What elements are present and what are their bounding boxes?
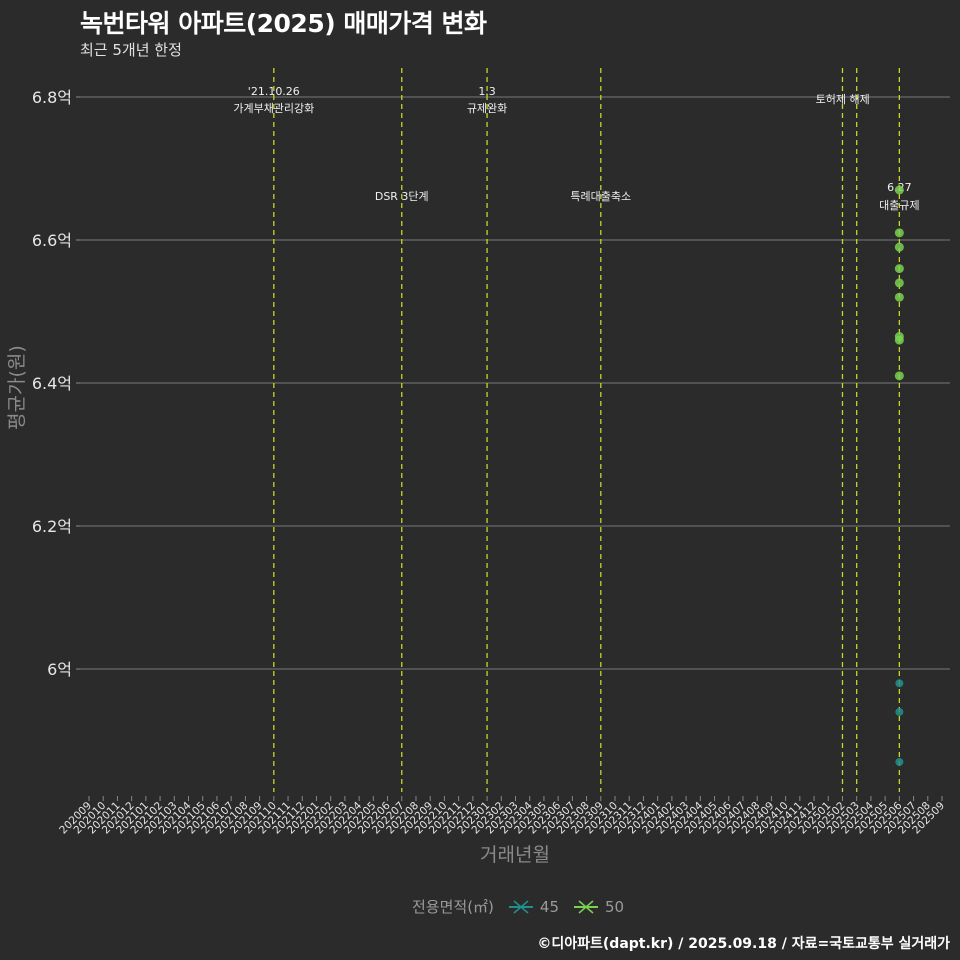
y-tick-label: 6.8억 xyxy=(32,88,72,107)
y-tick-label: 6억 xyxy=(47,660,72,679)
data-point-50 xyxy=(894,264,904,274)
legend-key-icon xyxy=(508,899,533,914)
legend-item-45: 45 xyxy=(508,898,559,916)
event-label: 토허제 해제 xyxy=(816,92,870,106)
legend: 전용면적(㎡) 45 50 xyxy=(412,896,624,917)
data-point-50 xyxy=(894,371,904,381)
data-point-45 xyxy=(895,757,904,766)
data-point-50 xyxy=(894,292,904,302)
legend-label: 45 xyxy=(539,897,559,916)
y-axis-title: 평균가(원) xyxy=(6,345,28,430)
data-point-50 xyxy=(894,335,904,345)
data-point-50 xyxy=(894,228,904,238)
legend-label: 50 xyxy=(605,897,625,916)
y-tick-label: 6.6억 xyxy=(32,231,72,250)
event-date-label: '21.10.26 xyxy=(248,85,300,98)
event-label: 가계부채관리강화 xyxy=(233,102,314,115)
data-point-45 xyxy=(895,679,904,688)
event-label: DSR 3단계 xyxy=(375,190,429,203)
y-tick-label: 6.2억 xyxy=(32,517,72,536)
data-point-50 xyxy=(894,185,904,195)
legend-item-50: 50 xyxy=(573,898,624,916)
data-point-50 xyxy=(894,278,904,288)
event-label: 규제완화 xyxy=(467,102,507,115)
data-point-45 xyxy=(895,707,904,716)
y-tick-label: 6.4억 xyxy=(32,374,72,393)
chart-subtitle: 최근 5개년 한정 xyxy=(80,41,182,59)
source-footer: ©디아파트(dapt.kr) / 2025.09.18 / 자료=국토교통부 실… xyxy=(537,936,950,952)
event-label: 특례대출축소 xyxy=(570,190,631,203)
legend-title: 전용면적(㎡) xyxy=(412,898,494,916)
chart-title: 녹번타워 아파트(2025) 매매가격 변화 xyxy=(80,9,487,38)
data-point-50 xyxy=(894,242,904,252)
legend-key-icon xyxy=(574,899,598,914)
event-date-label: 1.3 xyxy=(478,85,496,98)
event-label: 대출규제 xyxy=(879,199,919,212)
x-axis-title: 거래년월 xyxy=(480,844,550,866)
